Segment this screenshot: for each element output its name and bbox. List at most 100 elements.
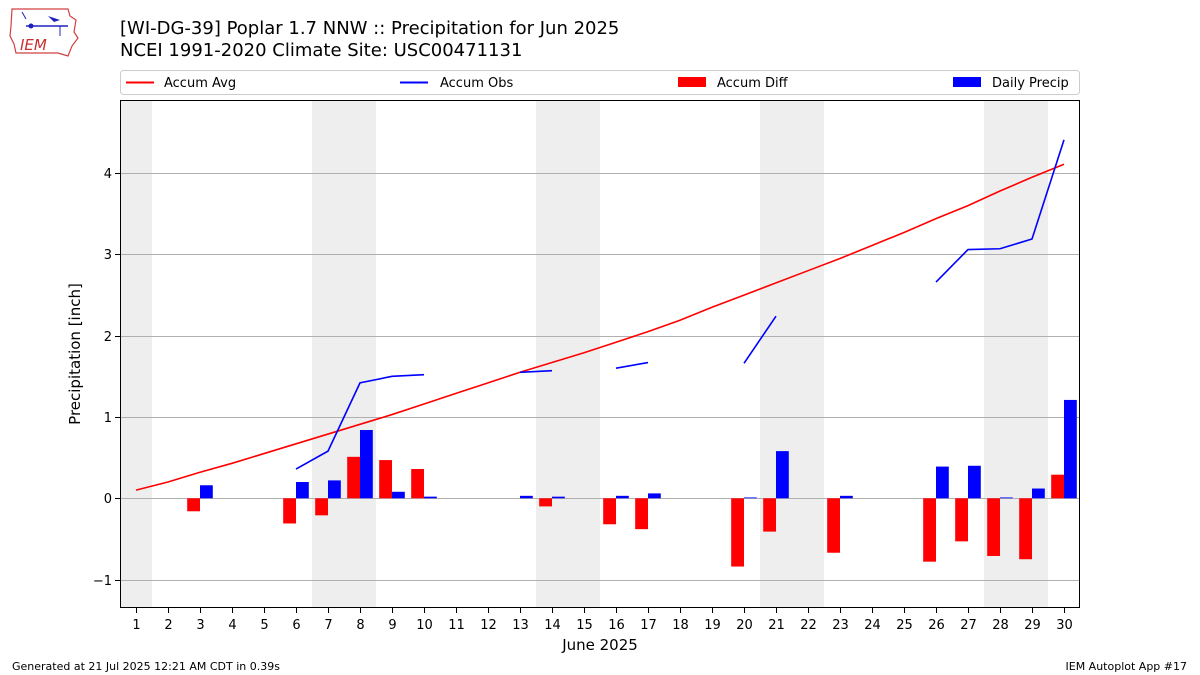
bars-layer: [187, 399, 1077, 567]
x-tick-label: 22: [800, 618, 817, 633]
daily-precip-bar-28: [1000, 497, 1013, 499]
iem-logo: IEM: [8, 6, 82, 60]
weekend-band-21: [760, 100, 792, 608]
accum-diff-bar-3: [187, 498, 200, 512]
weekend-band-15: [568, 100, 600, 608]
daily-precip-bar-16: [616, 495, 629, 499]
daily-precip-bar-8: [360, 429, 373, 499]
daily-precip-bar-3: [200, 485, 213, 499]
accum-diff-bar-8: [347, 456, 360, 499]
y-axis: −1 0 1 2 3 4: [93, 167, 120, 589]
x-tick-label: 5: [260, 618, 268, 633]
daily-precip-bar-13: [520, 495, 533, 499]
weekend-band-7: [312, 100, 344, 608]
daily-precip-bar-21: [776, 451, 789, 499]
accum-obs-line-segment-2: [615, 361, 649, 370]
x-tick-label: 9: [388, 618, 396, 633]
plot-frame: [120, 100, 1080, 608]
accum-diff-bar-20: [731, 498, 744, 567]
x-tick-label: 19: [704, 618, 721, 633]
x-tick-label: 26: [928, 618, 945, 633]
daily-precip-bar-7: [328, 480, 341, 499]
chart-title-line2: NCEI 1991-2020 Climate Site: USC00471131: [120, 40, 523, 61]
daily-precip-bar-20: [744, 497, 757, 499]
x-tick-label: 2: [164, 618, 172, 633]
x-tick-label: 29: [1024, 618, 1041, 633]
legend-label-1: Accum Obs: [440, 76, 513, 91]
daily-precip-bar-26: [936, 466, 949, 499]
daily-precip-bar-30: [1064, 399, 1077, 499]
x-tick-label: 8: [356, 618, 364, 633]
x-axis: 1 2 3 4 5 6 7 8 9 10 11 12 13 14 15 16 17 18 19 20 21 22 23 24 2…: [132, 608, 1073, 633]
y-tick-label: 0: [104, 492, 112, 507]
legend-box: [120, 70, 1080, 95]
x-tick-label: 21: [768, 618, 785, 633]
accum-diff-bar-16: [603, 498, 616, 525]
x-tick-label: 18: [672, 618, 689, 633]
x-tick-label: 16: [608, 618, 625, 633]
lines-layer: [135, 139, 1065, 491]
x-tick-label: 12: [480, 618, 497, 633]
daily-precip-bar-23: [840, 495, 853, 499]
y-tick-label: 2: [104, 330, 112, 345]
app-note: IEM Autoplot App #17: [1065, 660, 1188, 673]
daily-precip-bar-9: [392, 491, 405, 499]
x-tick-label: 14: [544, 618, 561, 633]
x-tick-label: 17: [640, 618, 657, 633]
legend: Accum Avg Accum Obs Accum Diff Daily Precip: [120, 70, 1080, 95]
accum-diff-bar-23: [827, 498, 840, 553]
weekend-band-8: [344, 100, 376, 608]
y-axis-label: Precipitation [inch]: [66, 283, 84, 425]
weekend-band-1: [120, 100, 152, 608]
x-axis-label: June 2025: [561, 636, 638, 654]
accum-diff-bar-17: [635, 498, 648, 530]
accum-diff-bar-26: [923, 498, 936, 562]
x-tick-label: 23: [832, 618, 849, 633]
accum-obs-line-segment-4: [935, 139, 1065, 283]
accum-diff-bar-29: [1019, 498, 1032, 560]
legend-swatch-3: [953, 77, 981, 87]
y-tick-label: 4: [104, 167, 112, 182]
x-tick-label: 25: [896, 618, 913, 633]
legend-label-3: Daily Precip: [992, 76, 1069, 91]
legend-label-2: Accum Diff: [717, 76, 789, 91]
x-tick-label: 7: [324, 618, 332, 633]
generated-note: Generated at 21 Jul 2025 12:21 AM CDT in…: [12, 660, 280, 673]
accum-diff-bar-6: [283, 498, 296, 524]
legend-label-0: Accum Avg: [164, 76, 236, 91]
y-tick-label: 3: [104, 248, 112, 263]
chart-title-line1: [WI-DG-39] Poplar 1.7 NNW :: Precipitati…: [120, 18, 620, 39]
accum-obs-line-segment-1: [519, 369, 553, 374]
grid-lines: [120, 173, 1080, 581]
accum-diff-bar-7: [315, 498, 328, 516]
accum-obs-line-segment-3: [743, 315, 777, 364]
accum-avg-line-segment-0: [135, 163, 1065, 491]
weekend-band-22: [792, 100, 824, 608]
x-tick-label: 24: [864, 618, 881, 633]
weekend-band-14: [536, 100, 568, 608]
accum-diff-bar-21: [763, 498, 776, 532]
y-tick-label: 1: [104, 411, 112, 426]
accum-obs-line-segment-0: [295, 373, 425, 470]
x-tick-label: 30: [1056, 618, 1073, 633]
x-tick-label: 4: [228, 618, 236, 633]
accum-diff-bar-9: [379, 460, 392, 499]
x-tick-label: 15: [576, 618, 593, 633]
x-tick-label: 13: [512, 618, 529, 633]
accum-diff-bar-27: [955, 498, 968, 542]
weekend-shading: [120, 100, 1048, 608]
x-tick-label: 20: [736, 618, 753, 633]
daily-precip-bar-27: [968, 465, 981, 499]
accum-diff-bar-10: [411, 469, 424, 499]
daily-precip-bar-29: [1032, 488, 1045, 499]
x-tick-label: 11: [448, 618, 465, 633]
daily-precip-bar-6: [296, 482, 309, 499]
accum-diff-bar-14: [539, 498, 552, 507]
x-tick-label: 27: [960, 618, 977, 633]
y-tick-label: −1: [93, 574, 112, 589]
x-tick-label: 3: [196, 618, 204, 633]
daily-precip-bar-14: [552, 496, 565, 499]
daily-precip-bar-10: [424, 496, 437, 499]
daily-precip-bar-17: [648, 493, 661, 499]
